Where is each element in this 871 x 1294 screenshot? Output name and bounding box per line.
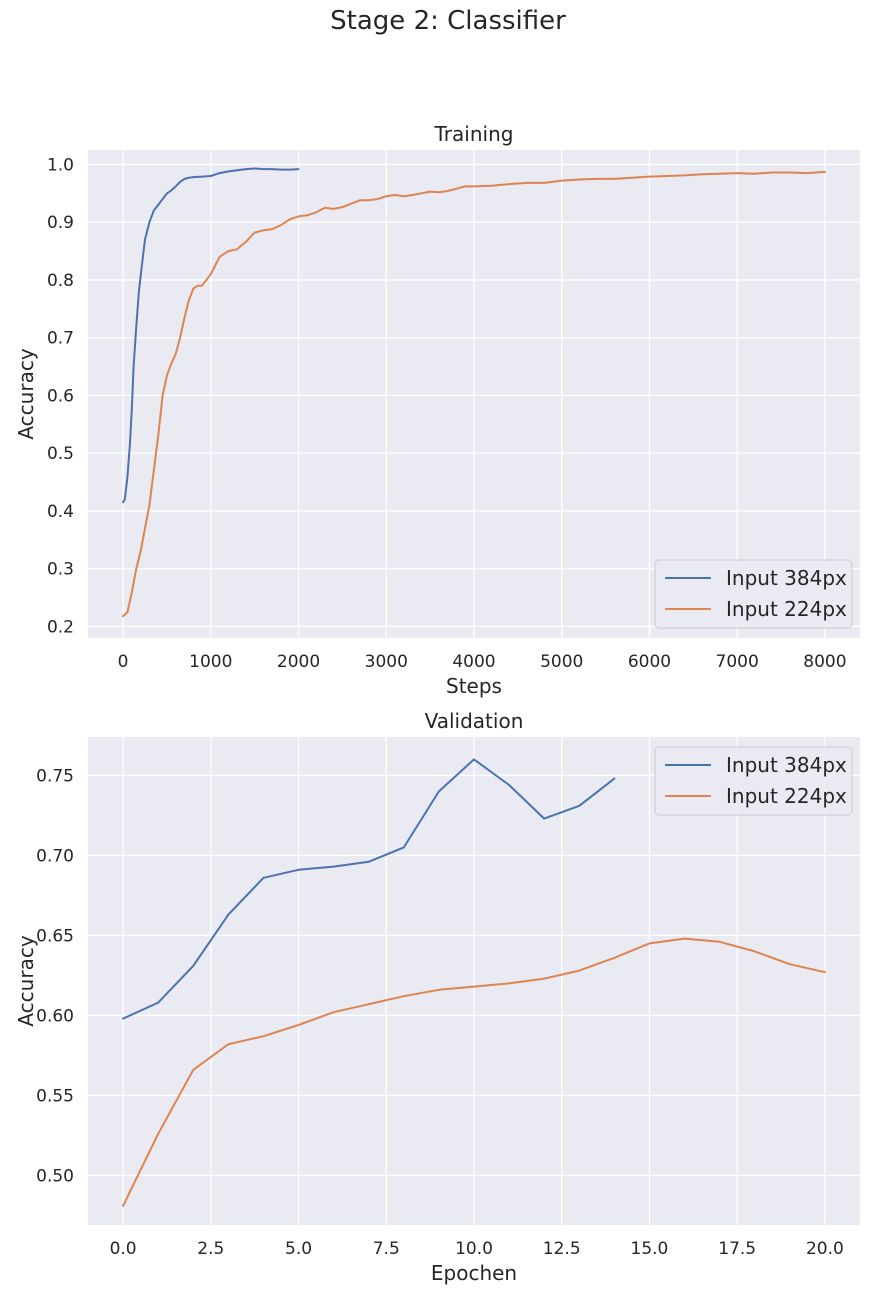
- y-tick-label: 0.8: [47, 271, 74, 291]
- y-tick-label: 0.3: [47, 560, 74, 580]
- x-tick-label: 8000: [803, 652, 846, 672]
- y-tick-label: 0.6: [47, 386, 74, 406]
- series-line-input-384px: [122, 167, 300, 504]
- x-axis-label: Epochen: [431, 1261, 517, 1285]
- x-tick-label: 12.5: [543, 1239, 581, 1259]
- x-tick-label: 5000: [540, 652, 583, 672]
- legend: Input 384px Input 224px: [654, 559, 853, 629]
- legend: Input 384px Input 224px: [654, 746, 853, 816]
- x-tick-label: 17.5: [718, 1239, 756, 1259]
- x-tick-label: 1000: [189, 652, 232, 672]
- validation-chart: 0.0 2.5 5.0 7.5 10.0 12.5 15.0 17.5 20.0 0.50 0.55…: [14, 709, 860, 1285]
- y-tick-label: 0.4: [47, 502, 74, 522]
- x-tick-label: 2000: [277, 652, 320, 672]
- x-tick-label: 20.0: [806, 1239, 844, 1259]
- x-tick-label: 7000: [716, 652, 759, 672]
- x-tick-label: 3000: [365, 652, 408, 672]
- y-tick-label: 0.65: [36, 926, 74, 946]
- y-tick-label: 0.70: [36, 846, 74, 866]
- legend-label: Input 384px: [726, 753, 847, 777]
- series-line-input-224px: [122, 170, 826, 618]
- y-tick-label: 0.7: [47, 329, 74, 349]
- y-axis-label: Accuracy: [14, 935, 38, 1026]
- y-tick-label: 0.2: [47, 617, 74, 637]
- y-tick-label: 0.5: [47, 444, 74, 464]
- x-tick-label: 6000: [628, 652, 671, 672]
- x-tick-label: 15.0: [631, 1239, 669, 1259]
- y-tick-label: 0.9: [47, 213, 74, 233]
- legend-label: Input 384px: [726, 566, 847, 590]
- figure-suptitle: Stage 2: Classifier: [330, 6, 566, 36]
- x-tick-label: 10.0: [455, 1239, 493, 1259]
- x-tick-label: 7.5: [373, 1239, 400, 1259]
- x-tick-label: 5.0: [285, 1239, 312, 1259]
- y-axis-label: Accuracy: [14, 348, 38, 439]
- y-tick-label: 0.55: [36, 1086, 74, 1106]
- series-line-input-224px: [122, 937, 826, 1207]
- chart-title: Training: [434, 122, 514, 146]
- x-axis-label: Steps: [446, 674, 502, 698]
- chart-title: Validation: [425, 709, 524, 733]
- y-tick-label: 0.50: [36, 1166, 74, 1186]
- y-tick-label: 0.75: [36, 766, 74, 786]
- y-tick-label: 1.0: [47, 155, 74, 175]
- y-tick-label: 0.60: [36, 1006, 74, 1026]
- x-tick-label: 0: [118, 652, 129, 672]
- legend-label: Input 224px: [726, 597, 847, 621]
- series-line-input-384px: [122, 758, 616, 1020]
- x-tick-label: 0.0: [110, 1239, 137, 1259]
- x-tick-label: 4000: [452, 652, 495, 672]
- training-chart: 0 1000 2000 3000 4000 5000 6000 7000 8000 0.2 0.3 0…: [14, 122, 860, 698]
- legend-label: Input 224px: [726, 784, 847, 808]
- x-tick-label: 2.5: [197, 1239, 224, 1259]
